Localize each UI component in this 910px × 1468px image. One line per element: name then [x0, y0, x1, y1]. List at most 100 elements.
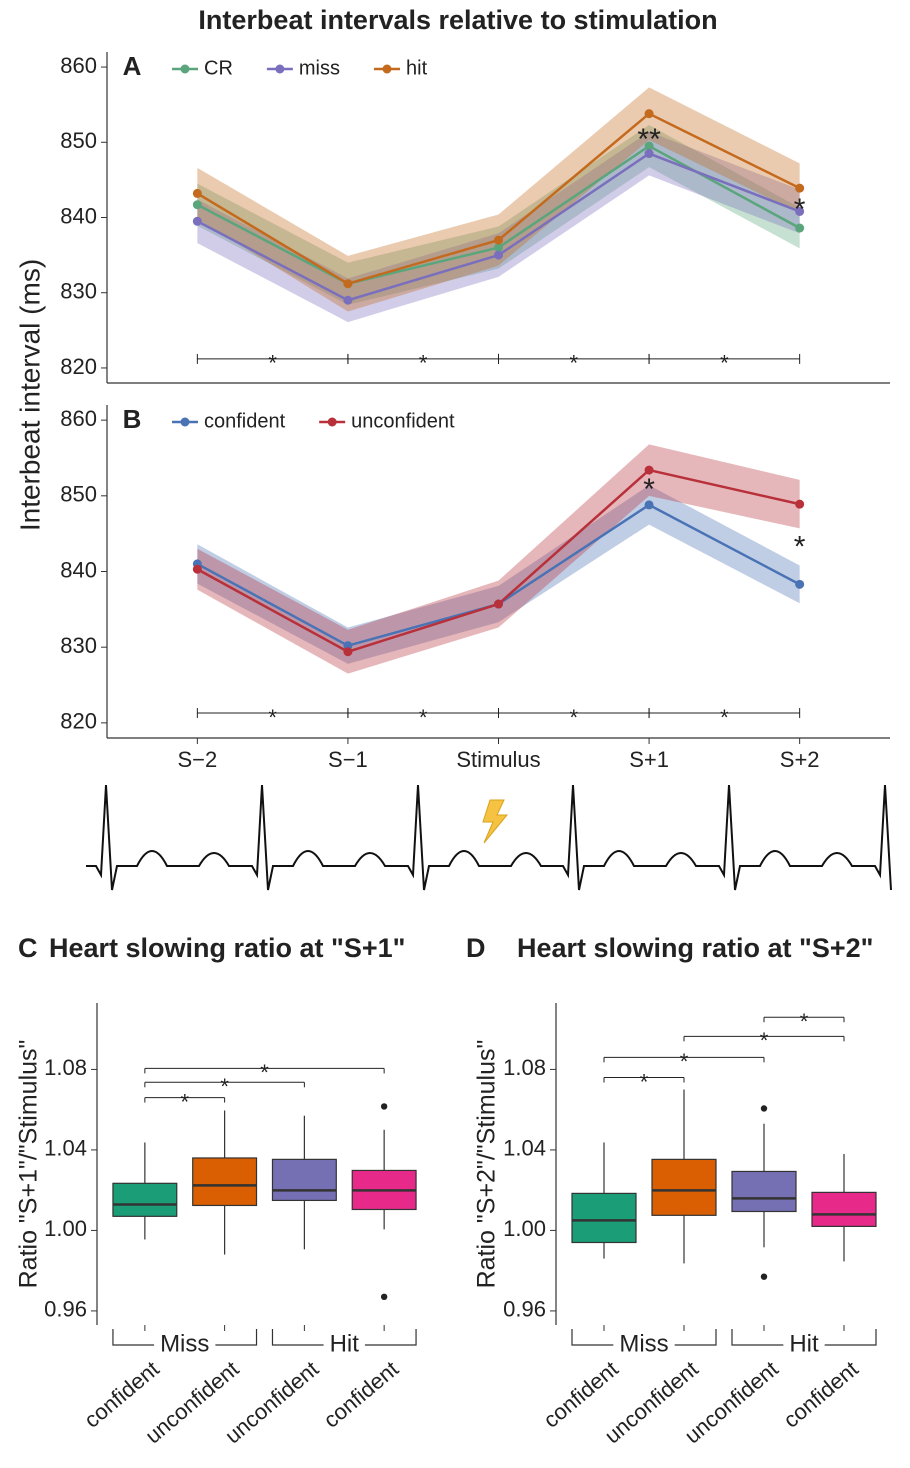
point [795, 579, 805, 589]
y-tick-label: 1.00 [503, 1216, 546, 1241]
x-tick-label: confident [319, 1356, 403, 1433]
box [731, 1170, 797, 1213]
point [494, 235, 503, 245]
y-tick-label: 1.08 [503, 1055, 546, 1080]
box [571, 1192, 637, 1244]
point [192, 188, 202, 198]
box [271, 1158, 337, 1202]
point [192, 200, 202, 210]
point [343, 279, 353, 289]
bracket-label: * [720, 705, 729, 730]
y-tick-label: 1.04 [44, 1136, 87, 1161]
outlier [380, 1293, 388, 1301]
panel-label: D [466, 933, 486, 963]
x-tick-label: confident [778, 1356, 862, 1433]
point [644, 465, 654, 475]
y-tick-label: 830 [60, 279, 97, 304]
bracket-label: * [220, 1074, 229, 1099]
y-tick-label: 1.00 [44, 1216, 87, 1241]
bracket-label: * [760, 1028, 769, 1053]
point [795, 499, 805, 509]
point [343, 295, 353, 305]
group-bracket [112, 1329, 258, 1346]
group-bracket [571, 1329, 717, 1346]
bracket-label: * [720, 351, 729, 376]
y-tick-label: 1.04 [503, 1136, 546, 1161]
panel-label: B [123, 404, 142, 434]
point [343, 647, 353, 657]
chart-title: Heart slowing ratio at "S+2" [517, 933, 873, 963]
outlier [380, 1103, 388, 1110]
y-tick-label: 860 [60, 53, 97, 78]
legend-label: miss [299, 57, 340, 79]
annotation: * [643, 473, 655, 506]
x-tick-label: S−1 [328, 747, 368, 772]
point [644, 109, 654, 119]
point [494, 243, 503, 253]
bracket-label: * [570, 705, 579, 730]
box [811, 1191, 877, 1227]
ecg-trace [86, 784, 892, 891]
chart-title: Heart slowing ratio at "S+1" [49, 933, 405, 963]
stimulus-icon [482, 799, 509, 844]
bracket-label: * [419, 351, 428, 376]
annotation: * [794, 193, 806, 226]
point [795, 223, 805, 233]
legend-dot [275, 64, 285, 74]
annotation: ** [637, 123, 661, 156]
y-tick-label: 860 [60, 406, 97, 431]
panel-label: A [123, 51, 142, 81]
bracket-label: * [268, 351, 277, 376]
x-tick-label: S+1 [629, 747, 669, 772]
point [494, 599, 503, 609]
bracket-label: * [268, 705, 277, 730]
y-tick-label: 0.96 [503, 1297, 546, 1322]
legend-label: hit [406, 57, 428, 79]
point [644, 149, 654, 159]
bracket-label: * [680, 1049, 689, 1074]
group-label: Hit [789, 1330, 819, 1357]
y-tick-label: 850 [60, 482, 97, 507]
x-tick-label: S+2 [780, 747, 820, 772]
x-tick-label: S−2 [177, 747, 217, 772]
box [651, 1158, 717, 1216]
legend-dot [180, 64, 190, 74]
group-label: Miss [160, 1330, 209, 1357]
point [192, 216, 202, 226]
bracket-label: * [570, 351, 579, 376]
y-tick-label: 820 [60, 709, 97, 734]
legend-dot [382, 64, 392, 74]
legend-dot [180, 417, 190, 427]
box [192, 1157, 258, 1207]
bracket-label: * [640, 1069, 649, 1094]
bracket-label: * [800, 1009, 809, 1034]
legend-label: unconfident [351, 410, 455, 432]
bracket-label: * [260, 1060, 269, 1085]
annotation: * [794, 530, 806, 563]
y-axis-title: Ratio "S+1"/"Stimulus" [15, 1040, 43, 1289]
legend-dot [327, 417, 337, 427]
group-bracket [271, 1329, 417, 1346]
y-tick-label: 0.96 [44, 1297, 87, 1322]
point [644, 141, 654, 151]
group-bracket [731, 1329, 877, 1346]
point [192, 564, 202, 574]
x-tick-label: Stimulus [456, 747, 540, 772]
y-tick-label: 840 [60, 203, 97, 228]
point [644, 500, 654, 510]
point [494, 250, 503, 260]
group-label: Hit [330, 1330, 360, 1357]
y-tick-label: 1.08 [44, 1055, 87, 1080]
outlier [760, 1105, 768, 1112]
legend-label: confident [204, 410, 286, 432]
y-tick-label: 850 [60, 128, 97, 153]
y-tick-label: 820 [60, 354, 97, 379]
point [795, 183, 805, 193]
figure-title: Interbeat intervals relative to stimulat… [198, 5, 717, 35]
bracket-label: * [180, 1089, 189, 1114]
box [112, 1182, 178, 1217]
group-label: Miss [619, 1330, 668, 1357]
y-tick-label: 840 [60, 557, 97, 582]
panel-label: C [18, 933, 38, 963]
